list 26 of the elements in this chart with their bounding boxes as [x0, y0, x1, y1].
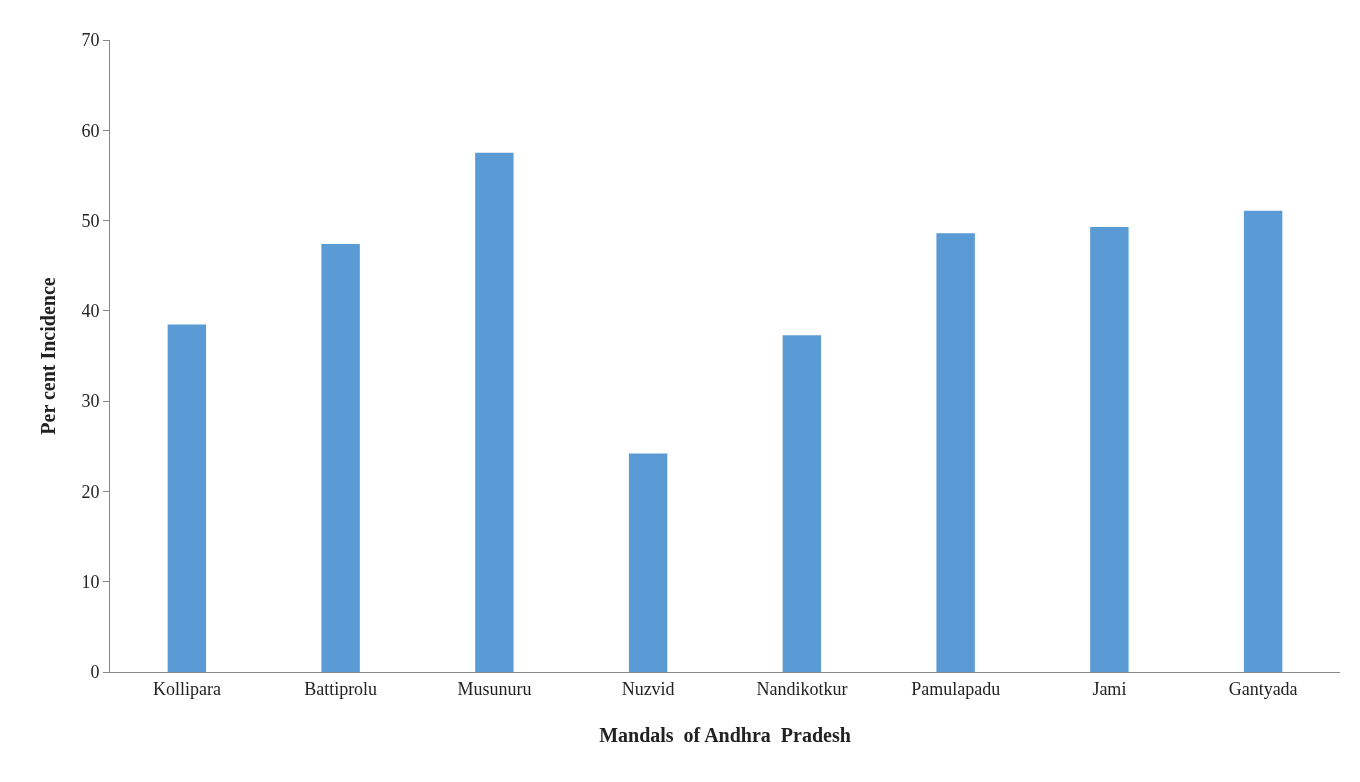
y-tick-label: 30 — [81, 391, 100, 412]
bar — [475, 152, 514, 672]
bar — [321, 244, 360, 672]
x-axis-title: Mandals of Andhra Pradesh — [599, 724, 851, 747]
x-tick-label: Jami — [1092, 678, 1127, 699]
bar — [1243, 210, 1283, 672]
x-tick-label: Pamulapadu — [911, 678, 1001, 699]
y-tick-label: 20 — [81, 481, 100, 502]
y-tick-label: 0 — [90, 662, 100, 683]
y-tick-label: 50 — [81, 210, 100, 231]
bar — [782, 335, 822, 672]
x-tick-label: Battiprolu — [304, 678, 378, 699]
y-tick-label: 70 — [81, 30, 100, 51]
x-tick-label: Gantyada — [1228, 678, 1298, 699]
bar — [1090, 226, 1129, 672]
x-tick-label: Kollipara — [152, 678, 221, 699]
y-tick-label: 10 — [81, 572, 100, 593]
x-tick-label: Nuzvid — [621, 678, 675, 699]
y-tick-label: 40 — [81, 301, 100, 322]
y-axis-title: Per cent Incidence — [36, 277, 59, 435]
x-tick-label: Nandikotkur — [756, 678, 848, 699]
y-tick-label: 60 — [81, 120, 100, 141]
bar — [167, 324, 207, 672]
bar — [936, 233, 975, 672]
bar — [628, 453, 668, 672]
x-tick-label: Musunuru — [457, 678, 532, 699]
